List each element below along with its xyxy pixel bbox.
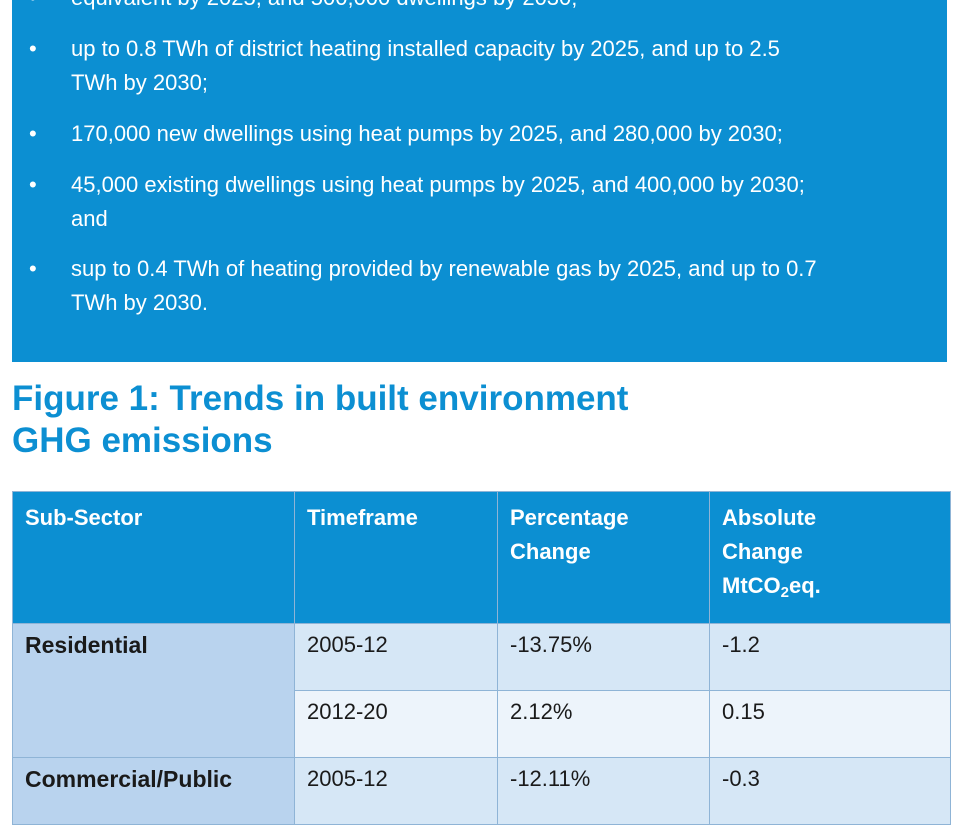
timeframe-cell: 2005-12	[294, 623, 498, 691]
header-percentage-change: Percentage Change	[497, 491, 710, 624]
bullet-text: 45,000 existing dwellings using heat pum…	[71, 172, 805, 231]
table-row: Commercial/Public 2005-12 -12.11% -0.3	[12, 757, 951, 825]
bullet-marker: •	[29, 172, 37, 197]
bullet-text: 170,000 new dwellings using heat pumps b…	[71, 121, 783, 146]
table-header-row: Sub-Sector Timeframe Percentage Change Ab…	[12, 491, 951, 624]
absolute-cell: -0.3	[709, 757, 951, 825]
sub-sector-residential: Residential	[12, 623, 295, 758]
timeframe-cell: 2005-12	[294, 757, 498, 825]
figure-title: Figure 1: Trends in built environment GHG…	[12, 379, 629, 460]
timeframe-cell: 2012-20	[294, 690, 498, 758]
header-absolute-change: Absolute Change MtCO2eq.	[709, 491, 951, 624]
absolute-cell: 0.15	[709, 690, 951, 758]
sub-sector-commercial: Commercial/Public	[12, 757, 295, 825]
targets-box: • equivalent by 2025, and 500,000 dwelli…	[12, 0, 947, 362]
absolute-cell: -1.2	[709, 623, 951, 691]
percentage-cell: 2.12%	[497, 690, 710, 758]
percentage-cell: -12.11%	[497, 757, 710, 825]
table-row: Residential 2005-12 -13.75% -1.2	[12, 623, 951, 758]
header-timeframe: Timeframe	[294, 491, 498, 624]
bullet-marker: •	[29, 0, 37, 15]
bullet-text: equivalent by 2025, and 500,000 dwelling…	[71, 0, 931, 15]
bullet-text: sup to 0.4 TWh of heating provided by re…	[71, 256, 817, 315]
bullet-marker: •	[29, 256, 37, 281]
bullet-marker: •	[29, 36, 37, 61]
bullet-text: up to 0.8 TWh of district heating instal…	[71, 36, 780, 95]
bullet-marker: •	[29, 121, 37, 146]
emissions-table: Sub-Sector Timeframe Percentage Change Ab…	[12, 491, 951, 825]
percentage-cell: -13.75%	[497, 623, 710, 691]
table-row: 2012-20 2.12% 0.15	[13, 690, 951, 758]
header-sub-sector: Sub-Sector	[12, 491, 295, 624]
